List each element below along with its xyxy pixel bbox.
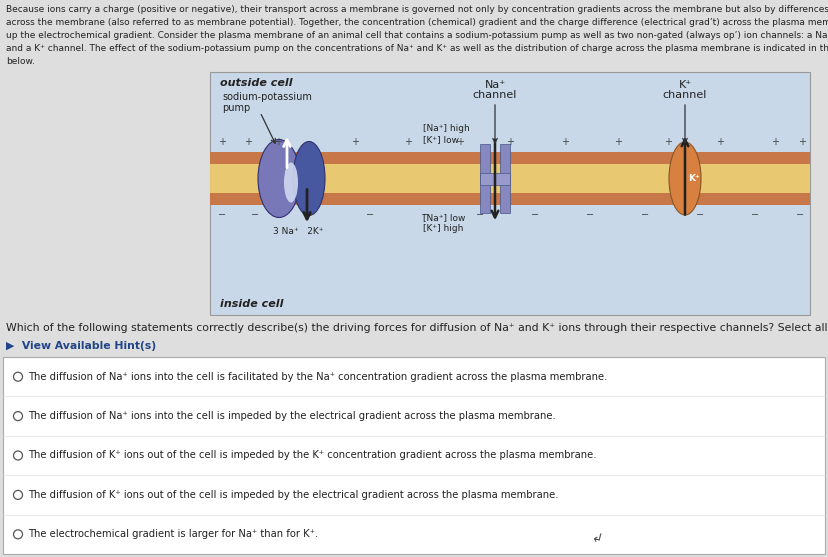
Circle shape — [13, 490, 22, 500]
Text: +: + — [797, 137, 805, 147]
Text: +: + — [715, 137, 723, 147]
Bar — [209, 193, 809, 205]
Text: Because ions carry a charge (positive or negative), their transport across a mem: Because ions carry a charge (positive or… — [6, 5, 828, 14]
Text: +: + — [274, 137, 282, 147]
Bar — [209, 72, 809, 315]
Text: −: − — [475, 210, 484, 220]
Text: +: + — [455, 137, 464, 147]
Text: Which of the following statements correctly describe(s) the driving forces for d: Which of the following statements correc… — [6, 323, 828, 333]
Text: Na⁺: Na⁺ — [484, 80, 505, 90]
Bar — [209, 152, 809, 164]
Text: ▶  View Available Hint(s): ▶ View Available Hint(s) — [6, 341, 156, 351]
Circle shape — [13, 412, 22, 421]
Text: −: − — [251, 210, 258, 220]
Text: [Na⁺] low
[K⁺] high: [Na⁺] low [K⁺] high — [422, 213, 465, 233]
Text: The diffusion of Na⁺ ions into the cell is impeded by the electrical gradient ac: The diffusion of Na⁺ ions into the cell … — [28, 411, 555, 421]
Ellipse shape — [284, 163, 297, 203]
Text: K⁺: K⁺ — [687, 174, 699, 183]
Text: −: − — [530, 210, 538, 220]
Text: +: + — [561, 137, 568, 147]
Text: below.: below. — [6, 57, 35, 66]
Bar — [3, 357, 824, 554]
Text: channel: channel — [472, 90, 517, 100]
Text: +: + — [663, 137, 672, 147]
Text: K⁺: K⁺ — [677, 80, 691, 90]
Text: −: − — [218, 210, 226, 220]
Text: The diffusion of Na⁺ ions into the cell is facilitated by the Na⁺ concentration : The diffusion of Na⁺ ions into the cell … — [28, 372, 607, 382]
Circle shape — [13, 372, 22, 381]
Text: +: + — [350, 137, 359, 147]
Text: +: + — [243, 137, 252, 147]
Text: outside cell: outside cell — [219, 78, 292, 88]
Text: across the membrane (also referred to as membrane potential). Together, the conc: across the membrane (also referred to as… — [6, 18, 828, 27]
Text: channel: channel — [662, 90, 706, 100]
Text: +: + — [218, 137, 226, 147]
Text: +: + — [614, 137, 621, 147]
Bar — [499, 144, 509, 213]
Text: +: + — [770, 137, 778, 147]
Text: −: − — [421, 210, 429, 220]
Text: −: − — [750, 210, 758, 220]
Text: −: − — [365, 210, 373, 220]
Text: −: − — [695, 210, 703, 220]
Ellipse shape — [292, 141, 325, 216]
Text: +: + — [505, 137, 513, 147]
Text: [Na⁺] high
[K⁺] low: [Na⁺] high [K⁺] low — [422, 124, 469, 144]
Text: 3 Na⁺   2K⁺: 3 Na⁺ 2K⁺ — [272, 227, 323, 236]
Ellipse shape — [668, 142, 700, 215]
Bar — [209, 164, 809, 193]
Circle shape — [13, 451, 22, 460]
Text: inside cell: inside cell — [219, 299, 283, 309]
Text: ↲: ↲ — [590, 531, 603, 546]
Text: −: − — [640, 210, 648, 220]
Text: −: − — [585, 210, 594, 220]
Text: The electrochemical gradient is larger for Na⁺ than for K⁺.: The electrochemical gradient is larger f… — [28, 529, 318, 539]
Text: −: − — [306, 210, 314, 220]
Ellipse shape — [258, 139, 300, 217]
Text: The diffusion of K⁺ ions out of the cell is impeded by the electrical gradient a: The diffusion of K⁺ ions out of the cell… — [28, 490, 558, 500]
Text: The diffusion of K⁺ ions out of the cell is impeded by the K⁺ concentration grad: The diffusion of K⁺ ions out of the cell… — [28, 451, 596, 461]
Text: +: + — [403, 137, 412, 147]
Text: up the electrochemical gradient. Consider the plasma membrane of an animal cell : up the electrochemical gradient. Conside… — [6, 31, 828, 40]
Bar — [479, 144, 489, 213]
Text: sodium-potassium: sodium-potassium — [222, 92, 311, 102]
Text: −: − — [795, 210, 803, 220]
Text: pump: pump — [222, 103, 250, 113]
Bar — [479, 173, 509, 184]
Circle shape — [13, 530, 22, 539]
Text: and a K⁺ channel. The effect of the sodium-potassium pump on the concentrations : and a K⁺ channel. The effect of the sodi… — [6, 44, 828, 53]
